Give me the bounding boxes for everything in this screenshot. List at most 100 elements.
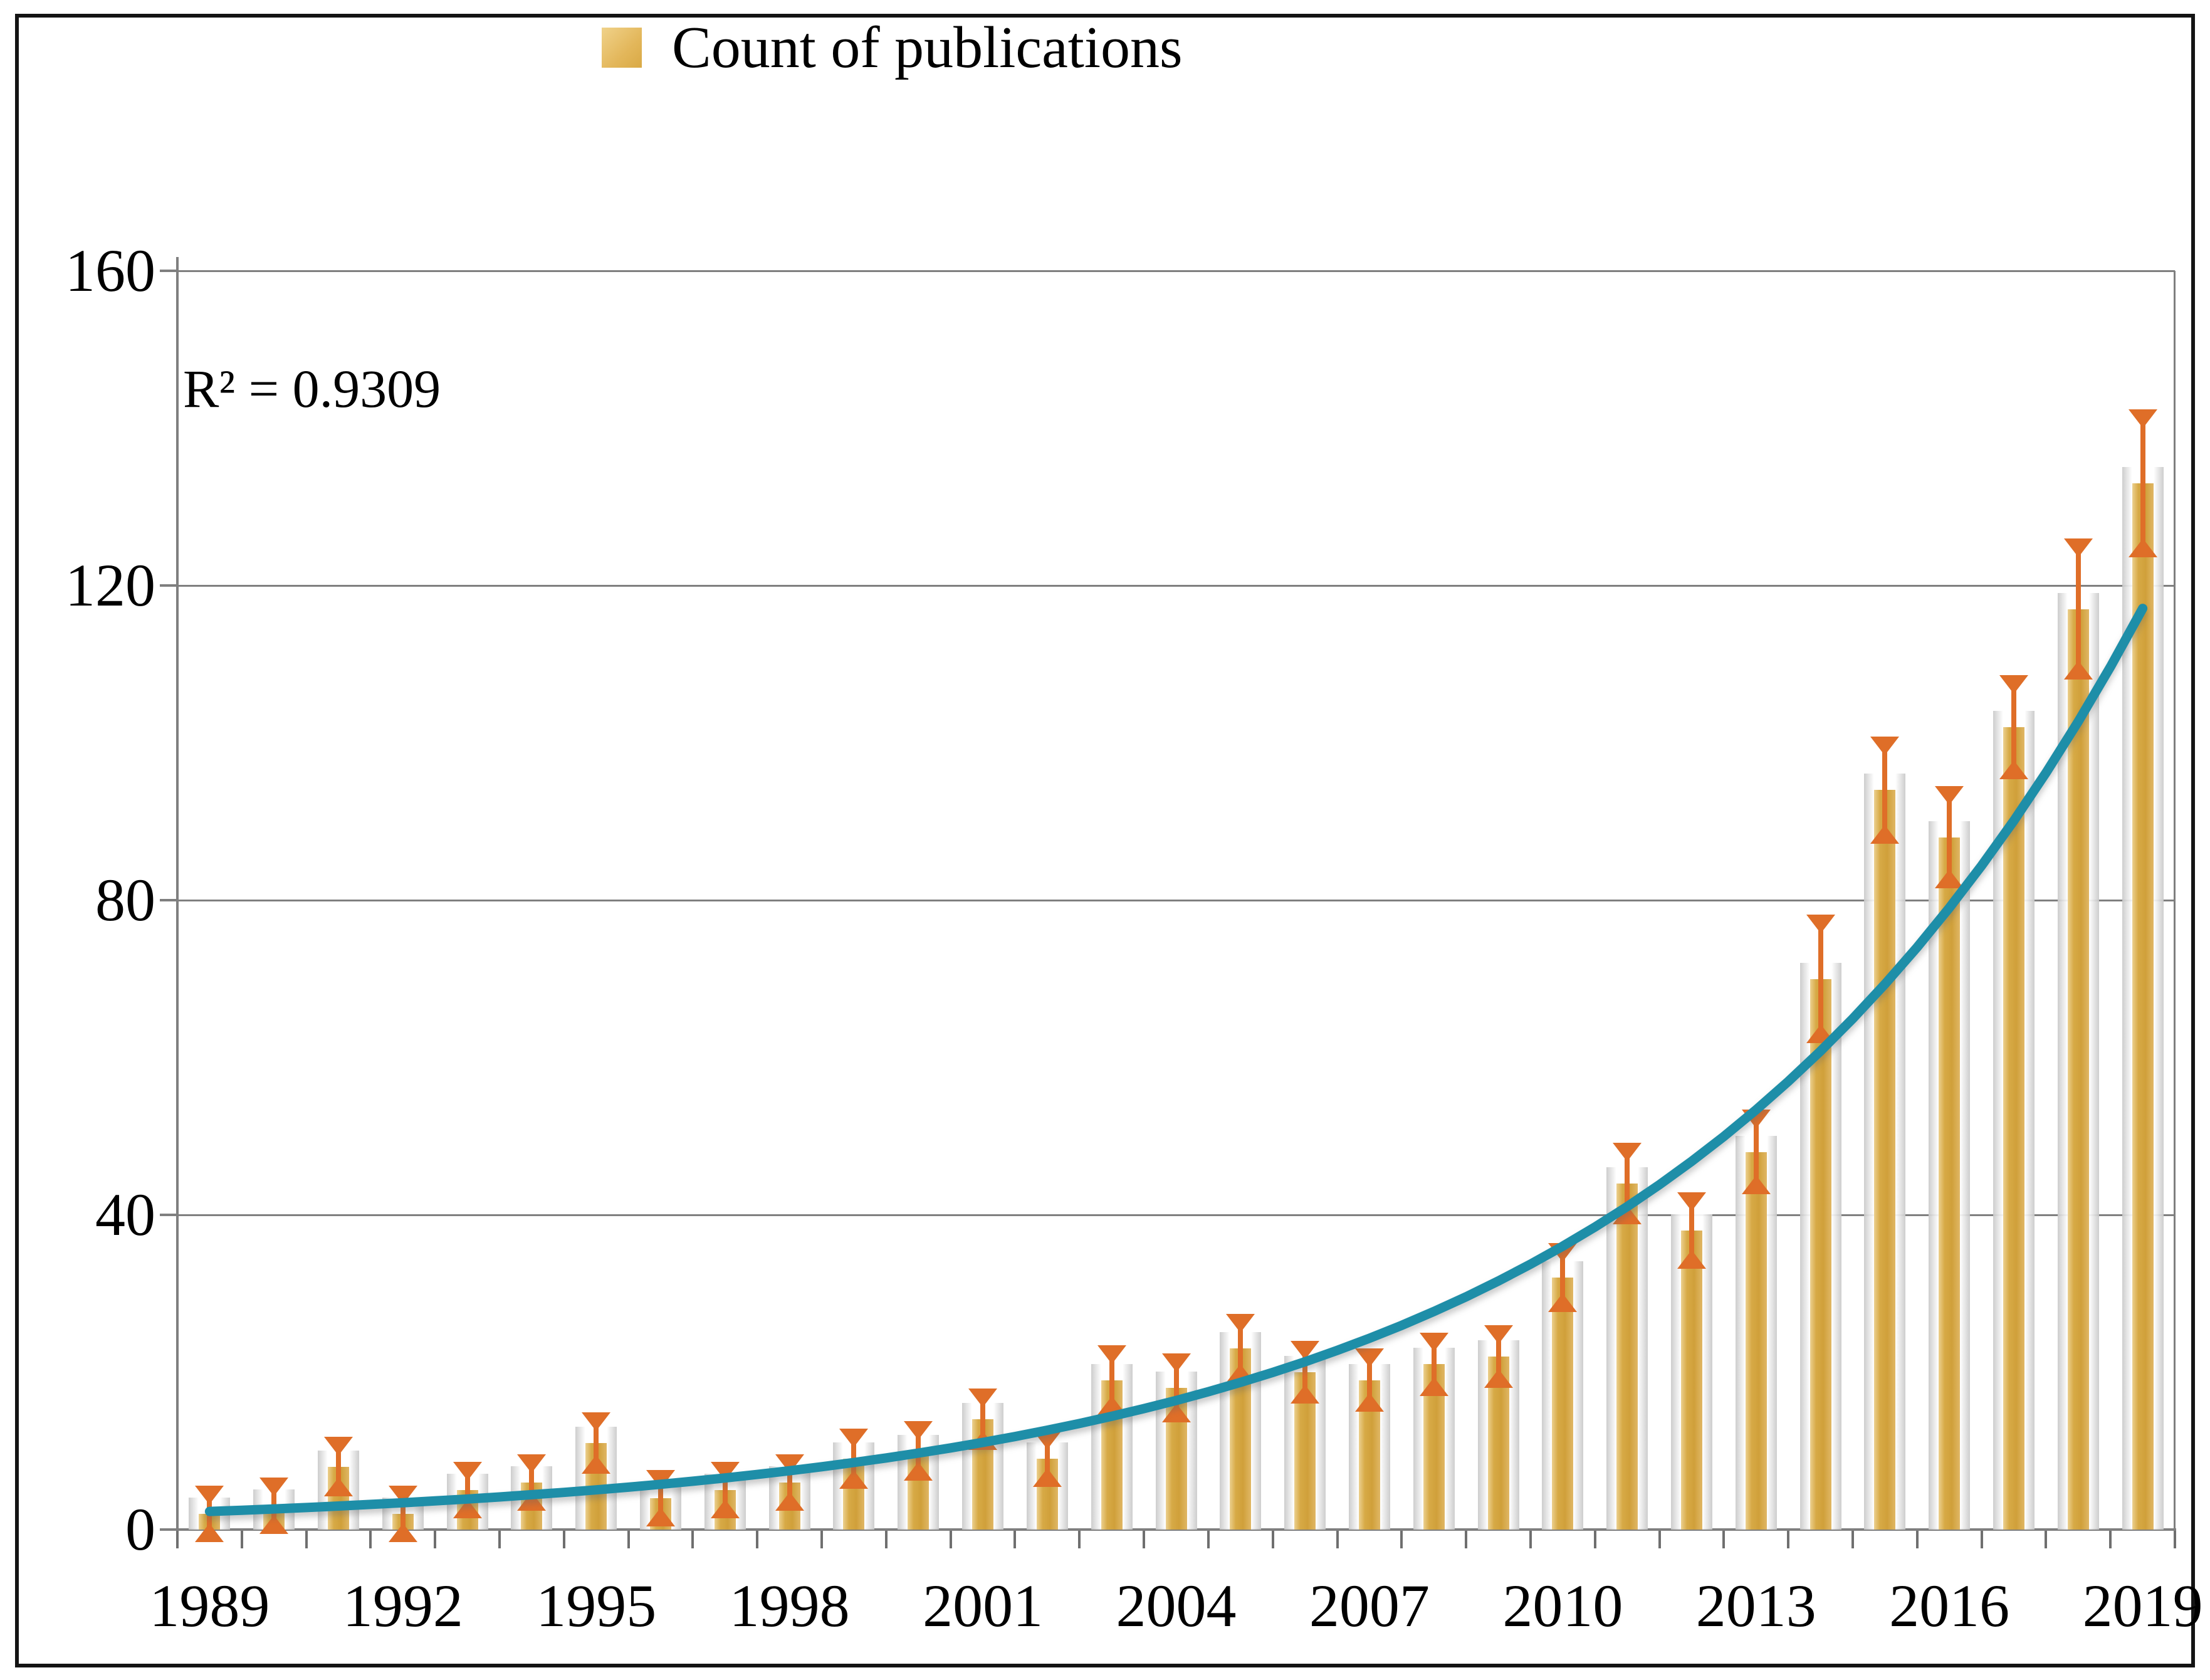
x-tick-19 xyxy=(1400,1531,1403,1548)
error-cap-top-2001 xyxy=(968,1389,998,1408)
error-marker-2015 xyxy=(1870,737,1900,844)
x-tick-15 xyxy=(1143,1531,1146,1548)
error-cap-top-2015 xyxy=(1870,737,1900,756)
y-axis-label-40: 40 xyxy=(95,1181,155,1248)
error-stem-2013 xyxy=(1753,1121,1759,1182)
error-cap-bottom-2015 xyxy=(1870,824,1900,844)
error-stem-1995 xyxy=(594,1425,599,1461)
error-marker-2019 xyxy=(2128,409,2157,557)
error-stem-2018 xyxy=(2075,550,2081,668)
x-axis-label-2016: 2016 xyxy=(1889,1572,2010,1639)
error-cap-bottom-1995 xyxy=(582,1454,611,1474)
y-axis-label-160: 160 xyxy=(65,237,155,304)
error-cap-bottom-1989 xyxy=(195,1523,224,1542)
error-stem-1994 xyxy=(529,1466,535,1498)
error-stem-2011 xyxy=(1625,1155,1630,1212)
x-axis-label-1992: 1992 xyxy=(342,1572,463,1639)
error-stem-2014 xyxy=(1818,927,1823,1031)
x-tick-23 xyxy=(1658,1531,1661,1548)
x-axis-label-2001: 2001 xyxy=(923,1572,1044,1639)
error-cap-top-2008 xyxy=(1419,1333,1448,1352)
x-tick-5 xyxy=(498,1531,501,1548)
error-cap-bottom-2000 xyxy=(904,1462,933,1481)
x-axis-label-2007: 2007 xyxy=(1309,1572,1430,1639)
error-marker-2006 xyxy=(1291,1340,1320,1404)
error-cap-bottom-1996 xyxy=(646,1507,676,1526)
error-cap-top-1994 xyxy=(517,1454,547,1473)
error-cap-bottom-2010 xyxy=(1548,1293,1578,1313)
x-tick-7 xyxy=(627,1531,630,1548)
error-cap-top-2011 xyxy=(1613,1142,1642,1162)
error-cap-top-2017 xyxy=(1999,675,2028,695)
error-cap-top-1990 xyxy=(259,1478,289,1497)
x-axis-label-1995: 1995 xyxy=(536,1572,657,1639)
x-tick-1 xyxy=(240,1531,243,1548)
x-tick-22 xyxy=(1593,1531,1596,1548)
error-stem-2012 xyxy=(1689,1204,1694,1257)
error-cap-top-2019 xyxy=(2128,409,2157,428)
error-cap-bottom-2008 xyxy=(1419,1377,1448,1396)
x-tick-0 xyxy=(176,1531,179,1548)
error-stem-2003 xyxy=(1109,1358,1114,1402)
error-cap-bottom-2016 xyxy=(1935,869,1964,889)
gridline-120 xyxy=(177,584,2175,587)
x-tick-17 xyxy=(1271,1531,1274,1548)
x-axis-label-2010: 2010 xyxy=(1502,1572,1623,1639)
error-cap-bottom-2019 xyxy=(2128,538,2157,557)
error-stem-2009 xyxy=(1495,1337,1501,1375)
error-stem-2015 xyxy=(1882,749,1888,831)
bar-2010 xyxy=(1552,1278,1574,1530)
error-stem-2008 xyxy=(1431,1345,1437,1383)
error-stem-2001 xyxy=(980,1401,986,1438)
y-axis-label-0: 0 xyxy=(125,1496,155,1563)
error-cap-bottom-2006 xyxy=(1291,1385,1320,1404)
bar-2017 xyxy=(2003,727,2024,1530)
legend-swatch xyxy=(602,28,642,68)
error-stem-2002 xyxy=(1044,1442,1050,1475)
error-stem-2010 xyxy=(1560,1256,1566,1300)
x-tick-25 xyxy=(1787,1531,1790,1548)
legend: Count of publications xyxy=(602,16,1183,79)
x-tick-24 xyxy=(1722,1531,1726,1548)
x-axis-label-2013: 2013 xyxy=(1695,1572,1816,1639)
y-tick-120 xyxy=(160,584,176,587)
y-tick-80 xyxy=(160,899,176,901)
y-axis-label-80: 80 xyxy=(95,866,155,933)
error-stem-1998 xyxy=(787,1466,792,1498)
x-tick-10 xyxy=(820,1531,824,1548)
error-stem-1997 xyxy=(722,1474,728,1506)
x-axis-label-2019: 2019 xyxy=(2082,1572,2203,1639)
error-cap-top-2004 xyxy=(1161,1353,1191,1372)
y-tick-160 xyxy=(160,270,176,272)
x-tick-11 xyxy=(884,1531,888,1548)
trendline-path xyxy=(204,604,2148,1516)
x-tick-27 xyxy=(1915,1531,1919,1548)
error-marker-2018 xyxy=(2063,538,2093,680)
error-cap-top-2003 xyxy=(1097,1345,1126,1365)
x-tick-4 xyxy=(434,1531,437,1548)
error-stem-2017 xyxy=(2011,688,2016,767)
error-marker-2012 xyxy=(1677,1192,1706,1269)
bar-2011 xyxy=(1616,1183,1638,1530)
bar-2014 xyxy=(1809,979,1831,1530)
x-tick-6 xyxy=(562,1531,565,1548)
error-cap-top-1999 xyxy=(839,1429,869,1448)
bar-2015 xyxy=(1874,790,1896,1530)
error-cap-top-2009 xyxy=(1484,1325,1513,1344)
x-tick-12 xyxy=(949,1531,952,1548)
bar-2013 xyxy=(1745,1152,1767,1530)
x-tick-18 xyxy=(1336,1531,1339,1548)
error-cap-bottom-1990 xyxy=(259,1515,289,1535)
error-cap-bottom-1991 xyxy=(324,1478,353,1497)
error-cap-bottom-2002 xyxy=(1032,1468,1062,1488)
error-cap-bottom-2018 xyxy=(2063,661,2093,680)
gridline-40 xyxy=(177,1214,2175,1216)
bar-2012 xyxy=(1680,1231,1702,1530)
error-cap-top-1989 xyxy=(195,1485,224,1504)
error-cap-bottom-1998 xyxy=(775,1491,804,1511)
x-tick-28 xyxy=(1980,1531,1983,1548)
x-axis-label-2004: 2004 xyxy=(1116,1572,1237,1639)
x-tick-13 xyxy=(1013,1531,1017,1548)
error-cap-top-2018 xyxy=(2063,538,2093,557)
